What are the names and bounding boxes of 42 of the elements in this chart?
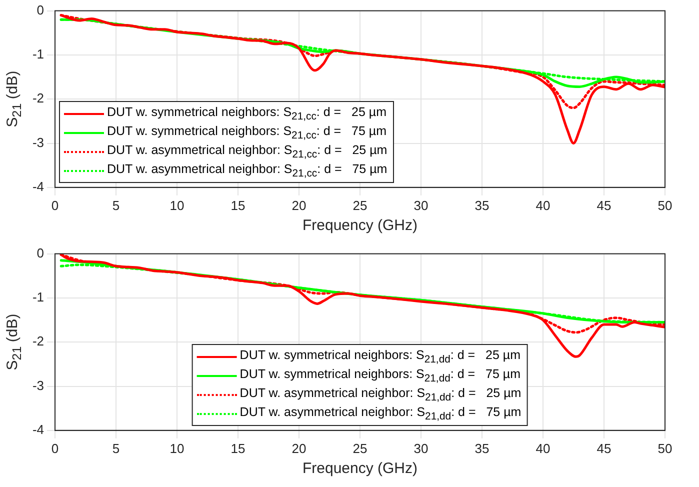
y-tick-label: 0 bbox=[36, 245, 44, 260]
y-tick-label: -3 bbox=[32, 134, 44, 150]
x-tick-label: 10 bbox=[170, 198, 184, 213]
legend-label: DUT w. symmetrical neighbors: S$_{21,dd}$: d = 75 µm bbox=[240, 367, 520, 385]
y-tick-label: -3 bbox=[32, 378, 44, 393]
x-tick-label: 20 bbox=[292, 440, 306, 456]
x-tick-label: 0 bbox=[51, 440, 59, 456]
y-tick-label: -4 bbox=[32, 422, 44, 437]
y-tick-label: -1 bbox=[32, 290, 44, 305]
x-tick-label: 30 bbox=[414, 198, 428, 213]
x-tick-label: 5 bbox=[112, 440, 120, 456]
y-tick-label: -1 bbox=[32, 46, 44, 62]
y-tick-label: 0 bbox=[36, 2, 44, 18]
x-tick-label: 50 bbox=[658, 440, 672, 456]
legend-label: DUT w. asymmetrical neighbor: S$_{21,cc}$: d = 75 µm bbox=[107, 162, 388, 180]
x-tick-label: 25 bbox=[352, 440, 368, 456]
legend-label: DUT w. asymmetrical neighbor: S$_{21,dd}$: d = 75 µm bbox=[240, 405, 522, 423]
x-tick-label: 40 bbox=[536, 198, 550, 213]
x-tick-label: 0 bbox=[51, 198, 59, 213]
legend-label: DUT w. asymmetrical neighbor: S$_{21,dd}$: d = 25 µm bbox=[240, 386, 522, 404]
x-tick-label: 15 bbox=[230, 198, 246, 213]
x-tick-label: 10 bbox=[170, 440, 184, 456]
legend-label: DUT w. symmetrical neighbors: S$_{21,cc}$: d = 75 µm bbox=[107, 124, 387, 142]
y-tick-label: -2 bbox=[32, 90, 44, 106]
x-axis-title: Frequency (GHz) bbox=[302, 217, 418, 234]
x-axis-title: Frequency (GHz) bbox=[302, 460, 418, 478]
x-tick-label: 5 bbox=[112, 198, 120, 213]
x-tick-label: 35 bbox=[474, 440, 490, 456]
y-tick-label: -2 bbox=[32, 334, 44, 349]
x-tick-label: 30 bbox=[414, 440, 428, 456]
legend-label: DUT w. symmetrical neighbors: S$_{21,dd}$: d = 25 µm bbox=[240, 348, 520, 366]
legend-label: DUT w. symmetrical neighbors: S$_{21,cc}$: d = 25 µm bbox=[107, 105, 387, 123]
legend-label: DUT w. asymmetrical neighbor: S$_{21,cc}$: d = 25 µm bbox=[107, 143, 388, 161]
x-tick-label: 35 bbox=[474, 198, 490, 213]
x-tick-label: 40 bbox=[536, 440, 550, 456]
x-tick-label: 25 bbox=[352, 198, 368, 213]
x-tick-label: 45 bbox=[596, 198, 612, 213]
x-tick-label: 15 bbox=[230, 440, 246, 456]
x-tick-label: 20 bbox=[292, 198, 306, 213]
x-tick-label: 45 bbox=[596, 440, 612, 456]
y-tick-label: -4 bbox=[32, 178, 44, 194]
x-tick-label: 50 bbox=[658, 198, 672, 213]
